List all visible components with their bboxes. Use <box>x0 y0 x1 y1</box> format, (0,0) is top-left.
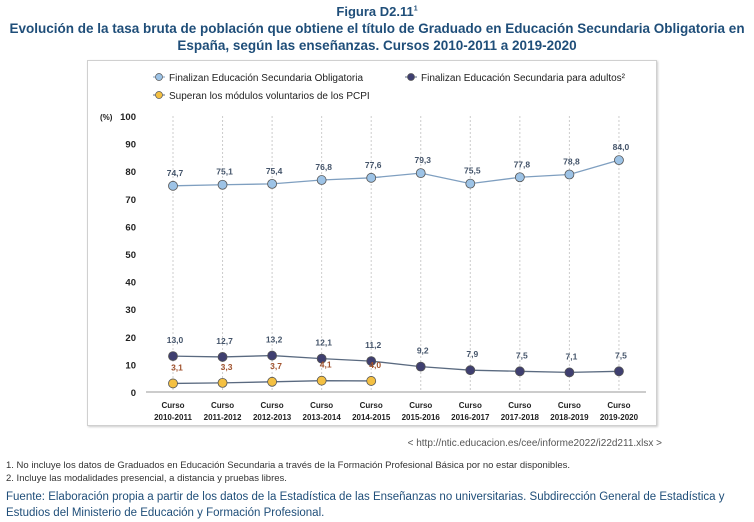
data-label: 84,0 <box>613 142 630 152</box>
y-tick-label: 20 <box>125 333 136 344</box>
data-point <box>168 351 178 362</box>
y-tick-label: 80 <box>125 167 136 178</box>
source-link[interactable]: < http://ntic.educacion.es/cee/informe20… <box>407 438 662 449</box>
data-label: 7,5 <box>615 350 627 360</box>
x-tick-label: Curso <box>607 401 630 410</box>
footnote-2: 2. Incluye las modalidades presencial, a… <box>6 473 287 484</box>
x-tick-label: Curso <box>558 401 581 410</box>
x-tick-label: 2018-2019 <box>550 413 589 422</box>
data-point <box>168 378 178 389</box>
data-point <box>217 179 228 190</box>
data-point <box>614 155 624 166</box>
data-point <box>316 175 327 185</box>
data-point <box>514 172 525 183</box>
x-tick-label: Curso <box>310 401 333 410</box>
y-axis-label: (%) <box>100 113 113 122</box>
y-tick-label: 30 <box>125 305 136 316</box>
data-point <box>415 361 426 372</box>
data-point <box>465 365 476 376</box>
data-point <box>267 376 278 387</box>
figure-number: Figura D2.111 <box>336 4 418 19</box>
data-point <box>614 366 624 377</box>
data-point <box>366 376 377 386</box>
data-label: 75,5 <box>464 166 481 176</box>
x-tick-label: Curso <box>261 401 284 410</box>
x-tick-label: 2016-2017 <box>451 413 490 422</box>
x-tick-label: 2017-2018 <box>501 413 540 422</box>
data-label: 13,0 <box>167 335 184 345</box>
y-tick-label: 90 <box>125 140 136 151</box>
data-label: 7,9 <box>466 349 478 359</box>
footnote-1: 1. No incluye los datos de Graduados en … <box>6 460 570 471</box>
y-tick-label: 0 <box>131 388 136 399</box>
data-label: 4,1 <box>320 360 332 370</box>
data-point <box>366 172 377 183</box>
x-tick-label: 2013-2014 <box>303 413 342 422</box>
x-tick-label: Curso <box>409 401 432 410</box>
data-label: 77,6 <box>365 160 382 170</box>
data-label: 13,2 <box>266 335 283 345</box>
data-label: 4,0 <box>369 360 381 370</box>
data-point <box>564 169 575 180</box>
data-point <box>514 366 525 377</box>
y-tick-label: 100 <box>120 112 136 123</box>
x-tick-label: 2011-2012 <box>204 413 242 422</box>
data-label: 78,8 <box>563 157 580 167</box>
data-point <box>217 352 228 362</box>
legend-label: Superan los módulos voluntarios de los P… <box>169 91 370 102</box>
x-tick-label: 2019-2020 <box>600 413 639 422</box>
x-tick-label: 2014-2015 <box>352 413 391 422</box>
data-label: 75,1 <box>216 167 233 177</box>
chart-title: Evolución de la tasa bruta de población … <box>9 21 745 53</box>
y-tick-label: 40 <box>125 278 136 289</box>
x-tick-label: Curso <box>211 401 234 410</box>
data-point <box>415 168 426 179</box>
legend-label: Finalizan Educación Secundaria Obligator… <box>169 73 363 84</box>
chart-frame <box>87 60 657 426</box>
data-label: 74,7 <box>167 168 184 178</box>
data-label: 3,3 <box>221 362 233 372</box>
data-label: 7,5 <box>516 350 528 360</box>
y-tick-label: 70 <box>125 195 136 206</box>
data-point <box>564 367 575 378</box>
legend-marker <box>155 91 163 99</box>
legend-marker <box>155 73 163 81</box>
source-note: Fuente: Elaboración propia a partir de l… <box>6 491 725 519</box>
data-label: 79,3 <box>414 155 431 165</box>
data-point <box>217 377 228 388</box>
legend-label: Finalizan Educación Secundaria para adul… <box>421 73 626 84</box>
data-point <box>465 178 476 189</box>
data-label: 75,4 <box>266 166 283 176</box>
series-line <box>172 159 620 187</box>
x-tick-label: 2015-2016 <box>402 413 441 422</box>
data-point <box>316 353 327 364</box>
x-tick-label: Curso <box>508 401 531 410</box>
data-label: 3,7 <box>270 361 282 371</box>
legend-marker <box>407 73 415 81</box>
data-point <box>316 375 327 386</box>
data-label: 12,7 <box>216 336 233 346</box>
series-line <box>172 354 619 374</box>
data-point <box>168 180 178 191</box>
data-label: 7,1 <box>565 351 577 361</box>
y-tick-label: 10 <box>125 360 136 371</box>
data-point <box>267 178 278 189</box>
x-tick-label: Curso <box>459 401 482 410</box>
x-tick-label: Curso <box>161 401 184 410</box>
data-label: 12,1 <box>315 338 332 348</box>
x-tick-label: 2012-2013 <box>253 413 292 422</box>
x-tick-label: Curso <box>360 401 383 410</box>
y-tick-label: 60 <box>125 222 136 233</box>
data-label: 77,8 <box>514 159 531 169</box>
data-point <box>267 350 278 361</box>
data-label: 3,1 <box>171 362 183 372</box>
data-point <box>366 356 377 366</box>
y-tick-label: 50 <box>125 250 136 261</box>
data-label: 9,2 <box>417 346 429 356</box>
data-label: 76,8 <box>315 162 332 172</box>
data-label: 11,2 <box>365 340 381 350</box>
x-tick-label: 2010-2011 <box>154 413 192 422</box>
